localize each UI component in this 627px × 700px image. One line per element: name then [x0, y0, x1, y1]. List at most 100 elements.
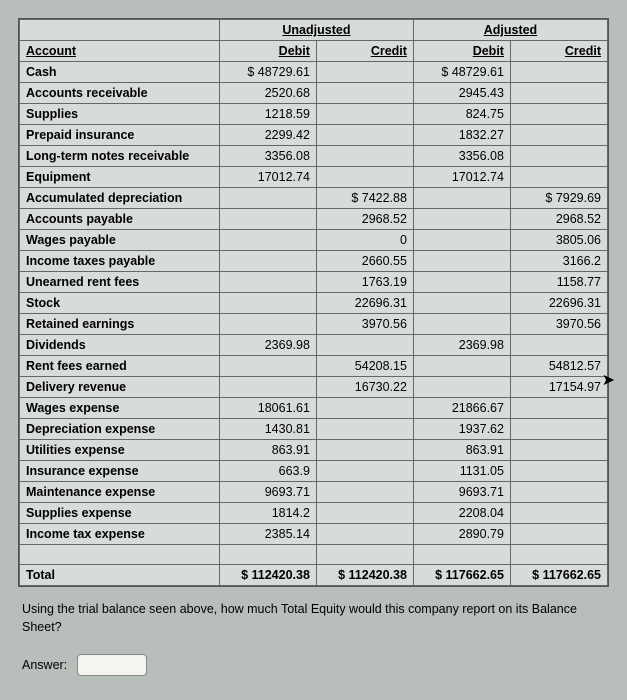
account-cell: Cash [20, 62, 220, 83]
table-row: Income taxes payable2660.553166.2 [20, 251, 608, 272]
table-row: Accounts receivable2520.682945.43 [20, 83, 608, 104]
table-row: Wages expense18061.6121866.67 [20, 398, 608, 419]
unadj-credit-cell [316, 461, 413, 482]
table-row: Utilities expense863.91863.91 [20, 440, 608, 461]
adj-debit-cell: 2369.98 [413, 335, 510, 356]
account-cell: Wages payable [20, 230, 220, 251]
account-cell: Wages expense [20, 398, 220, 419]
adj-debit-header: Debit [413, 41, 510, 62]
account-cell: Depreciation expense [20, 419, 220, 440]
column-header-row: Account Debit Credit Debit Credit [20, 41, 608, 62]
adj-debit-cell [413, 356, 510, 377]
adj-credit-cell [510, 83, 607, 104]
adj-credit-cell [510, 440, 607, 461]
unadj-credit-cell [316, 104, 413, 125]
total-adj-debit: $ 117662.65 [413, 565, 510, 586]
unadj-credit-cell [316, 419, 413, 440]
table-row: Equipment17012.7417012.74 [20, 167, 608, 188]
account-cell: Prepaid insurance [20, 125, 220, 146]
table-row: Accumulated depreciation$ 7422.88$ 7929.… [20, 188, 608, 209]
unadj-credit-cell: 22696.31 [316, 293, 413, 314]
answer-label: Answer: [22, 658, 67, 672]
adj-credit-cell [510, 419, 607, 440]
adj-debit-cell: 2890.79 [413, 524, 510, 545]
account-cell: Equipment [20, 167, 220, 188]
unadj-debit-cell: 2369.98 [219, 335, 316, 356]
unadj-debit-cell [219, 188, 316, 209]
unadj-debit-cell [219, 314, 316, 335]
adj-debit-cell: 863.91 [413, 440, 510, 461]
account-cell: Delivery revenue [20, 377, 220, 398]
adj-debit-cell: 1131.05 [413, 461, 510, 482]
table-row: Prepaid insurance2299.42 1832.27 [20, 125, 608, 146]
unadj-debit-cell [219, 251, 316, 272]
adj-credit-cell [510, 146, 607, 167]
account-cell: Supplies expense [20, 503, 220, 524]
table-row: Stock 22696.31 22696.31 [20, 293, 608, 314]
account-cell: Accounts receivable [20, 83, 220, 104]
adj-debit-cell [413, 251, 510, 272]
unadj-credit-cell [316, 524, 413, 545]
answer-row: Answer: [22, 654, 605, 676]
adjusted-header: Adjusted [413, 20, 607, 41]
unadj-credit-cell [316, 440, 413, 461]
table-row: Maintenance expense9693.719693.71 [20, 482, 608, 503]
unadj-credit-cell [316, 503, 413, 524]
unadj-debit-cell [219, 209, 316, 230]
unadj-credit-cell: 16730.22 [316, 377, 413, 398]
adj-credit-cell [510, 104, 607, 125]
adj-credit-cell [510, 503, 607, 524]
account-cell: Stock [20, 293, 220, 314]
unadj-debit-cell [219, 377, 316, 398]
account-cell: Rent fees earned [20, 356, 220, 377]
adj-debit-cell: 1832.27 [413, 125, 510, 146]
total-unadj-debit: $ 112420.38 [219, 565, 316, 586]
unadj-debit-cell: 2299.42 [219, 125, 316, 146]
adj-credit-cell: 22696.31 [510, 293, 607, 314]
adj-credit-cell: 2968.52 [510, 209, 607, 230]
adj-credit-cell [510, 482, 607, 503]
unadj-credit-cell [316, 335, 413, 356]
adj-credit-cell [510, 62, 607, 83]
total-row: Total $ 112420.38 $ 112420.38 $ 117662.6… [20, 565, 608, 586]
total-label: Total [20, 565, 220, 586]
unadj-credit-cell [316, 482, 413, 503]
blank-corner [20, 20, 220, 41]
adj-debit-cell [413, 314, 510, 335]
unadj-debit-cell: 9693.71 [219, 482, 316, 503]
adj-credit-header: Credit [510, 41, 607, 62]
adj-debit-cell: 9693.71 [413, 482, 510, 503]
unadj-credit-cell: 0 [316, 230, 413, 251]
table-row: Depreciation expense1430.811937.62 [20, 419, 608, 440]
account-cell: Retained earnings [20, 314, 220, 335]
account-cell: Dividends [20, 335, 220, 356]
unadj-credit-cell: 2660.55 [316, 251, 413, 272]
unadj-debit-cell: 2520.68 [219, 83, 316, 104]
unadj-credit-cell [316, 125, 413, 146]
unadj-debit-cell [219, 293, 316, 314]
adj-credit-cell: 3805.06 [510, 230, 607, 251]
table-row: Retained earnings 3970.56 3970.56 [20, 314, 608, 335]
unadj-debit-cell [219, 356, 316, 377]
table-row: Dividends2369.982369.98 [20, 335, 608, 356]
unadj-debit-cell: 863.91 [219, 440, 316, 461]
unadj-debit-cell: 1430.81 [219, 419, 316, 440]
account-cell: Insurance expense [20, 461, 220, 482]
unadj-debit-cell: 2385.14 [219, 524, 316, 545]
table-row: Income tax expense2385.142890.79 [20, 524, 608, 545]
unadj-credit-cell: 1763.19 [316, 272, 413, 293]
adj-credit-cell: 3970.56 [510, 314, 607, 335]
total-adj-credit: $ 117662.65 [510, 565, 607, 586]
unadj-credit-cell: 3970.56 [316, 314, 413, 335]
unadj-debit-cell: 3356.08 [219, 146, 316, 167]
unadj-credit-cell: 2968.52 [316, 209, 413, 230]
adj-debit-cell: 17012.74 [413, 167, 510, 188]
adj-debit-cell: 3356.08 [413, 146, 510, 167]
unadj-debit-cell [219, 272, 316, 293]
adj-credit-cell: 17154.97 [510, 377, 607, 398]
adj-credit-cell [510, 335, 607, 356]
answer-input[interactable] [77, 654, 147, 676]
unadj-debit-cell: 663.9 [219, 461, 316, 482]
table-row: Unearned rent fees1763.191158.77 [20, 272, 608, 293]
unadj-debit-cell: 1218.59 [219, 104, 316, 125]
